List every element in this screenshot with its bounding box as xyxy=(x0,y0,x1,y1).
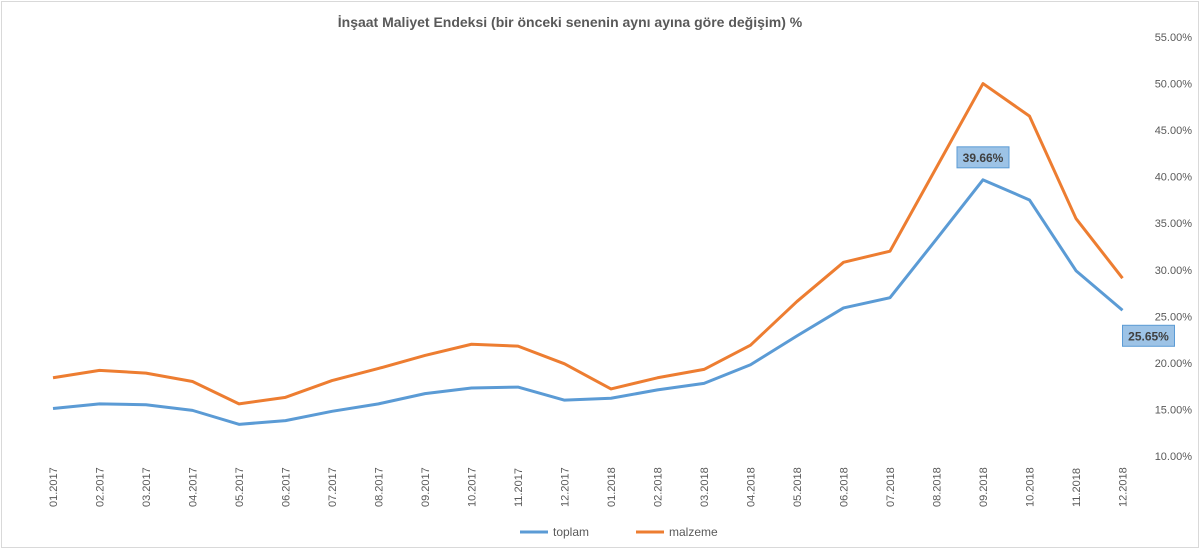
x-tick-label: 10.2017 xyxy=(467,467,479,507)
y-tick-label: 35.00% xyxy=(1155,218,1193,230)
x-tick-label: 05.2018 xyxy=(792,467,804,507)
y-tick-label: 40.00% xyxy=(1155,172,1193,184)
x-tick-label: 05.2017 xyxy=(234,467,246,507)
x-tick-label: 12.2017 xyxy=(560,467,572,507)
x-tick-label: 09.2018 xyxy=(978,467,990,507)
y-tick-label: 30.00% xyxy=(1155,265,1193,277)
x-tick-label: 01.2017 xyxy=(48,467,60,507)
x-tick-label: 07.2017 xyxy=(327,467,339,507)
x-tick-label: 12.2018 xyxy=(1118,467,1130,507)
series-line-malzeme xyxy=(52,82,1124,406)
x-tick-label: 01.2018 xyxy=(606,467,618,507)
x-tick-label: 08.2018 xyxy=(932,467,944,507)
x-tick-label: 11.2018 xyxy=(1071,468,1083,507)
data-label-box xyxy=(956,146,1010,169)
y-tick-label: 55.00% xyxy=(1155,32,1193,44)
x-tick-label: 11.2017 xyxy=(513,468,525,507)
x-tick-label: 08.2017 xyxy=(374,467,386,507)
x-tick-label: 06.2018 xyxy=(839,467,851,507)
x-tick-label: 04.2018 xyxy=(746,467,758,507)
x-tick-label: 02.2018 xyxy=(653,467,665,507)
x-tick-label: 04.2017 xyxy=(188,467,200,507)
chart-frame: İnşaat Maliyet Endeksi (bir önceki senen… xyxy=(1,1,1199,548)
x-tick-label: 09.2017 xyxy=(420,467,432,507)
y-tick-label: 15.00% xyxy=(1155,404,1193,416)
y-tick-label: 10.00% xyxy=(1155,451,1193,463)
y-tick-label: 25.00% xyxy=(1155,311,1193,323)
legend-label-toplam: toplam xyxy=(553,525,589,539)
data-label: 25.65% xyxy=(1128,329,1169,343)
data-label-box xyxy=(1122,324,1175,347)
x-tick-label: 10.2018 xyxy=(1025,467,1037,507)
x-tick-label: 02.2017 xyxy=(95,467,107,507)
x-tick-label: 07.2018 xyxy=(885,467,897,507)
y-tick-label: 20.00% xyxy=(1155,358,1193,370)
data-label: 39.66% xyxy=(963,151,1004,165)
x-tick-label: 03.2018 xyxy=(699,467,711,507)
y-tick-label: 45.00% xyxy=(1155,125,1193,137)
line-chart: İnşaat Maliyet Endeksi (bir önceki senen… xyxy=(48,14,1193,539)
chart-title: İnşaat Maliyet Endeksi (bir önceki senen… xyxy=(338,14,803,30)
x-tick-label: 03.2017 xyxy=(141,467,153,507)
y-tick-label: 50.00% xyxy=(1155,79,1193,91)
x-tick-label: 06.2017 xyxy=(281,467,293,507)
legend-label-malzeme: malzeme xyxy=(669,525,718,539)
series-line-toplam xyxy=(52,178,1124,426)
